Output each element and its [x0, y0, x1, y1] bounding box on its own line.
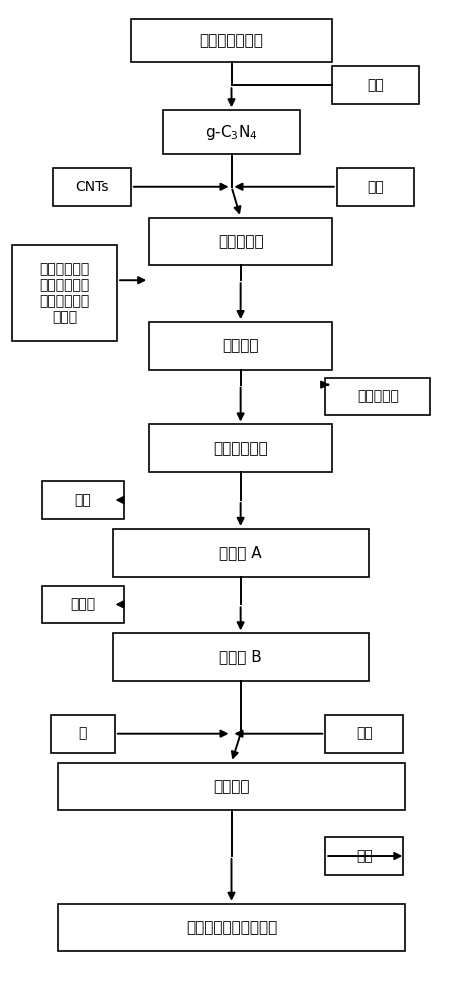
Text: 尿素或三聚氰胺: 尿素或三聚氰胺 — [200, 33, 263, 48]
Text: 前驱体 A: 前驱体 A — [219, 545, 262, 560]
FancyBboxPatch shape — [163, 110, 300, 154]
Text: 混合浊液: 混合浊液 — [222, 338, 259, 353]
Text: 煅烧: 煅烧 — [356, 849, 373, 863]
FancyBboxPatch shape — [113, 633, 369, 681]
FancyBboxPatch shape — [325, 837, 403, 875]
Text: 煅烧: 煅烧 — [75, 493, 91, 507]
Text: 超声: 超声 — [367, 180, 384, 194]
FancyBboxPatch shape — [149, 424, 332, 472]
FancyBboxPatch shape — [42, 586, 124, 623]
FancyBboxPatch shape — [337, 168, 414, 206]
Text: 锂硫电池复合正极材料: 锂硫电池复合正极材料 — [186, 920, 277, 935]
FancyBboxPatch shape — [325, 378, 431, 415]
FancyBboxPatch shape — [131, 19, 332, 62]
FancyBboxPatch shape — [149, 322, 332, 370]
FancyBboxPatch shape — [149, 218, 332, 265]
Text: 混合粉末: 混合粉末 — [213, 779, 250, 794]
FancyBboxPatch shape — [12, 245, 117, 341]
FancyBboxPatch shape — [58, 904, 405, 951]
Text: g-C$_3$N$_4$: g-C$_3$N$_4$ — [205, 123, 258, 142]
Text: 前驱体 B: 前驱体 B — [219, 650, 262, 665]
FancyBboxPatch shape — [58, 763, 405, 810]
Text: 酸刻蚀: 酸刻蚀 — [70, 597, 95, 611]
Text: 煅烧: 煅烧 — [367, 78, 384, 92]
Text: 球磨: 球磨 — [356, 727, 373, 741]
Text: 五水合四氯化
锡，九水合硝
酸铁，六水合
硝酸钴: 五水合四氯化 锡，九水合硝 酸铁，六水合 硝酸钴 — [39, 262, 90, 324]
Text: 混合固体粉末: 混合固体粉末 — [213, 441, 268, 456]
Text: 硫: 硫 — [79, 727, 87, 741]
FancyBboxPatch shape — [325, 715, 403, 753]
FancyBboxPatch shape — [332, 66, 419, 104]
Text: CNTs: CNTs — [75, 180, 109, 194]
FancyBboxPatch shape — [53, 168, 131, 206]
Text: 离心、干燥: 离心、干燥 — [357, 390, 399, 404]
FancyBboxPatch shape — [113, 529, 369, 577]
Text: 混合悬浊液: 混合悬浊液 — [218, 234, 263, 249]
FancyBboxPatch shape — [51, 715, 115, 753]
FancyBboxPatch shape — [42, 481, 124, 519]
